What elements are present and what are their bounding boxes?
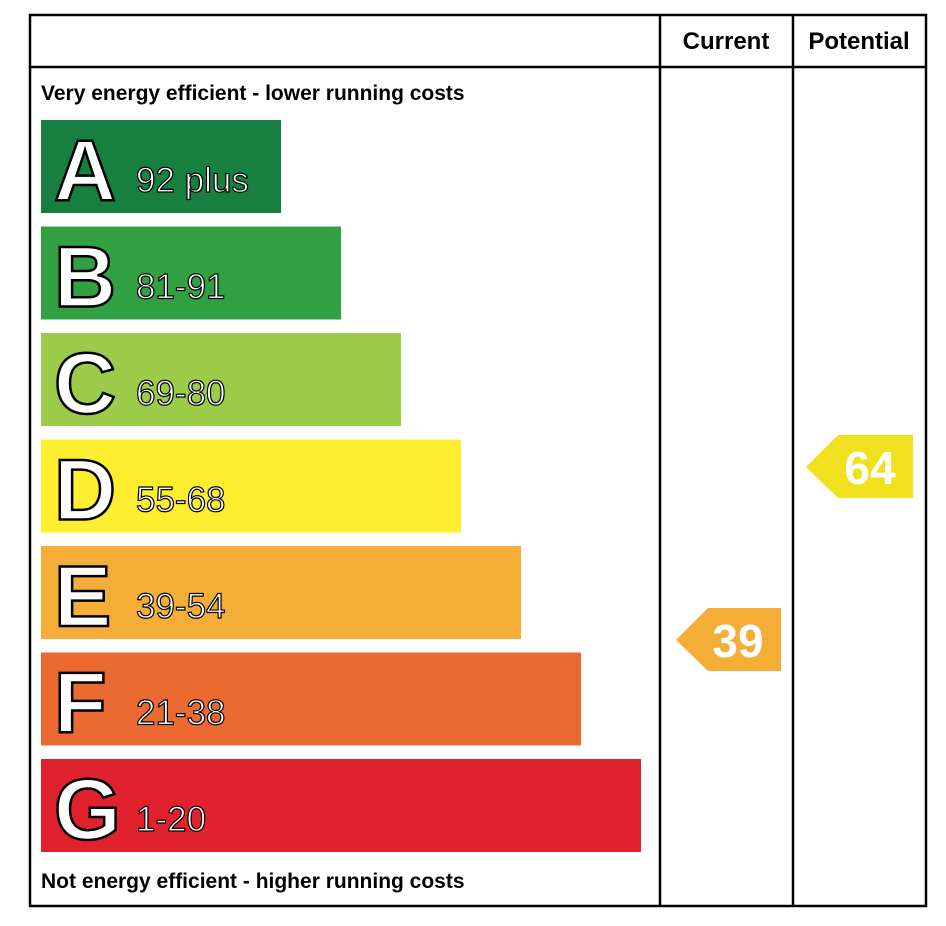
band-bar bbox=[41, 333, 401, 426]
band-range: 21-38 bbox=[136, 694, 226, 733]
band-letter: A bbox=[54, 123, 116, 219]
band-range: 39-54 bbox=[136, 587, 226, 626]
band-letter: D bbox=[54, 443, 116, 539]
band-bar bbox=[41, 546, 521, 639]
band-bar bbox=[41, 759, 641, 852]
band-letter: B bbox=[54, 230, 116, 326]
band-range: 1-20 bbox=[136, 800, 206, 839]
band-letter: C bbox=[54, 336, 116, 432]
band-letter: E bbox=[54, 549, 111, 645]
band-range: 55-68 bbox=[136, 481, 226, 520]
potential-arrow bbox=[806, 435, 913, 498]
bottom-label: Not energy efficient - higher running co… bbox=[41, 870, 465, 893]
column-header: Current bbox=[683, 28, 770, 55]
current-value: 39 bbox=[712, 615, 763, 667]
column-header: Potential bbox=[808, 28, 909, 55]
band-bar bbox=[41, 226, 341, 320]
band-range: 69-80 bbox=[136, 374, 226, 413]
bands: A 92 plus B 81-91 C 69-80 D 55-68 E 39-54 F 21-38 G 1… bbox=[41, 120, 641, 859]
band-range: 92 plus bbox=[136, 161, 249, 200]
band-bar bbox=[41, 652, 581, 746]
band-range: 81-91 bbox=[136, 268, 226, 307]
current-arrow bbox=[676, 608, 781, 671]
band-letter: F bbox=[54, 656, 107, 752]
potential-value: 64 bbox=[844, 442, 896, 494]
frame bbox=[28, 13, 928, 908]
top-label: Very energy efficient - lower running co… bbox=[41, 82, 465, 105]
band-letter: G bbox=[54, 762, 121, 858]
band-bar bbox=[41, 120, 281, 213]
band-bar bbox=[41, 439, 461, 533]
